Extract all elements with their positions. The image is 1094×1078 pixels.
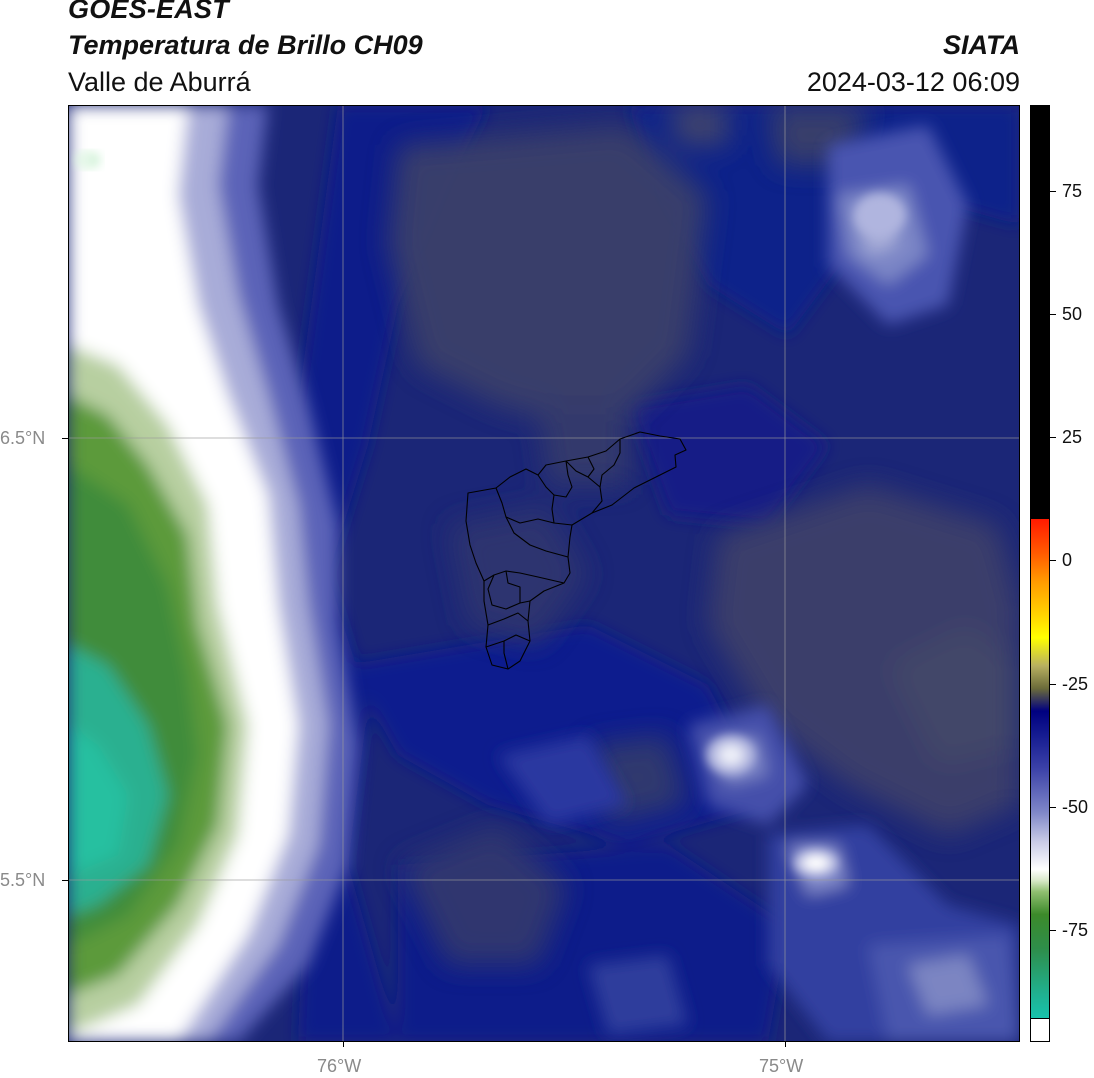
brightness-temperature-field (68, 105, 1020, 1042)
lon-tick (785, 1041, 786, 1047)
region-title: Valle de Aburrá (68, 67, 251, 97)
west-moisture-band (68, 105, 358, 1042)
satellite-title: GOES-EAST (68, 0, 229, 24)
colorbar-label: 25 (1062, 427, 1083, 447)
colorbar-tick (1050, 314, 1056, 315)
colorbar-tick (1050, 560, 1056, 561)
colorbar-gradient-segment (1031, 519, 1049, 1041)
colorbar-tick (1050, 684, 1056, 685)
north-cloud-fleck (76, 152, 100, 168)
product-title: Temperatura de Brillo CH09 (68, 30, 423, 60)
map-gridlines (68, 105, 1020, 1042)
colorbar-under-segment (1031, 1018, 1049, 1041)
colorbar-label: 75 (1062, 181, 1083, 201)
lat-label-5-5: 5.5°N (0, 870, 46, 890)
lon-label-76w: 76°W (317, 1056, 362, 1076)
source-title: SIATA (943, 30, 1020, 60)
municipal-boundaries (465, 431, 687, 670)
datetime-title: 2024-03-12 06:09 (806, 67, 1020, 97)
lat-tick (62, 438, 68, 439)
colorbar-tick (1050, 191, 1056, 192)
lon-label-75w: 75°W (759, 1056, 804, 1076)
colorbar-label: 0 (1062, 550, 1073, 570)
lon-tick (343, 1041, 344, 1047)
colorbar-tick (1050, 437, 1056, 438)
temperature-colorbar (1030, 105, 1050, 1042)
satellite-map (68, 105, 1020, 1042)
colorbar-black-segment (1031, 106, 1049, 519)
colorbar-tick (1050, 930, 1056, 931)
colorbar-label: 50 (1062, 304, 1083, 324)
colorbar-tick (1050, 807, 1056, 808)
bright-hotspots (707, 193, 906, 877)
colorbar-label: -75 (1062, 920, 1089, 940)
lat-tick (62, 880, 68, 881)
slate-regions (388, 105, 1020, 965)
lat-label-6-5: 6.5°N (0, 428, 46, 448)
colorbar-label: -25 (1062, 674, 1089, 694)
colorbar-label: -50 (1062, 797, 1089, 817)
